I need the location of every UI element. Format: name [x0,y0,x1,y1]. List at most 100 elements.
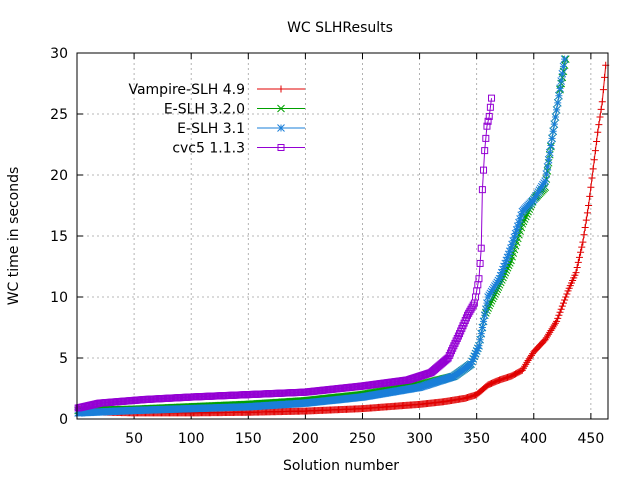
data-point [478,186,486,194]
data-point [488,94,496,102]
legend-marker [277,85,285,93]
data-point [470,352,479,361]
data-point [496,271,505,280]
data-point [479,317,488,326]
data-point [560,55,569,63]
data-point [454,332,462,340]
series-1 [74,55,570,415]
legend: Vampire-SLH 4.9 E-SLH 3.2.0 E-SLH 3.1 cvc5 … [128,82,305,157]
data-point [557,77,566,85]
data-point [548,134,556,143]
data-point [588,174,596,182]
data-point [502,256,511,265]
data-point [444,354,452,362]
data-point [501,259,510,268]
legend-marker [277,144,285,151]
data-point [544,155,553,164]
series-line [78,98,493,409]
data-point [500,262,508,271]
data-point [485,112,493,120]
data-point [468,357,476,366]
data-point [543,163,552,171]
data-point [446,349,454,357]
data-point [472,347,481,355]
data-point [543,332,551,340]
data-point [478,323,487,332]
data-point [555,311,563,319]
data-point [559,62,568,71]
data-point [554,314,562,322]
data-point [508,240,516,249]
data-point [599,86,607,94]
data-point [558,302,566,310]
data-point [572,269,580,277]
x-axis-ticks: 50 100 150 200 250 300 350 400 450 [125,53,604,447]
data-point [499,265,507,274]
data-point [477,244,485,252]
data-point [563,290,571,298]
x-tick-label: 100 [178,431,205,447]
data-point [553,317,561,325]
data-point [549,323,557,331]
data-point [596,113,604,121]
x-tick-label: 200 [292,431,319,447]
y-tick-label: 15 [50,229,68,245]
x-tick-label: 50 [125,431,143,447]
series-3 [74,94,496,412]
data-point [550,321,558,329]
data-point [559,299,567,307]
data-point [449,344,457,352]
legend-marker [277,124,285,132]
data-point [541,336,549,344]
y-axis-ticks: 0 5 10 15 20 25 30 [50,46,608,428]
x-tick-label: 300 [406,431,433,447]
data-point [451,339,459,347]
data-point [504,250,513,259]
data-point [483,122,491,130]
data-point [548,325,556,333]
data-point [480,166,488,174]
data-point [517,211,526,220]
data-point [561,296,569,304]
plot-series [74,55,610,417]
data-point [547,141,555,150]
data-point [516,215,524,223]
data-point [515,218,523,227]
legend-label: cvc5 1.1.3 [172,141,245,157]
series-2 [74,55,569,417]
data-point [575,253,583,261]
data-point [450,342,458,350]
y-axis-label: WC time in seconds [6,167,22,306]
data-point [475,275,483,283]
data-point [469,301,477,309]
data-point [545,148,554,157]
y-tick-label: 5 [59,351,68,367]
data-point [577,248,585,256]
data-point [452,337,460,345]
data-point [595,121,603,129]
data-point [481,305,490,314]
x-tick-label: 400 [520,431,547,447]
data-point [550,120,559,129]
legend-label: Vampire-SLH 4.9 [128,82,245,98]
data-point [481,147,489,155]
data-point [476,335,484,344]
y-tick-label: 25 [50,107,68,123]
data-point [587,183,595,191]
data-point [512,226,521,234]
data-point [509,237,518,245]
data-point [468,303,476,311]
series-0 [74,61,610,417]
data-point [558,69,567,78]
legend-label: E-SLH 3.1 [177,121,245,137]
x-axis-label: Solution number [283,458,399,474]
data-point [579,238,587,246]
data-point [557,305,565,313]
data-point [594,128,602,136]
y-tick-label: 20 [50,168,68,184]
data-point [585,202,593,209]
series-line [78,59,566,414]
data-point [581,223,589,231]
x-tick-label: 450 [578,431,605,447]
data-point [555,91,563,100]
